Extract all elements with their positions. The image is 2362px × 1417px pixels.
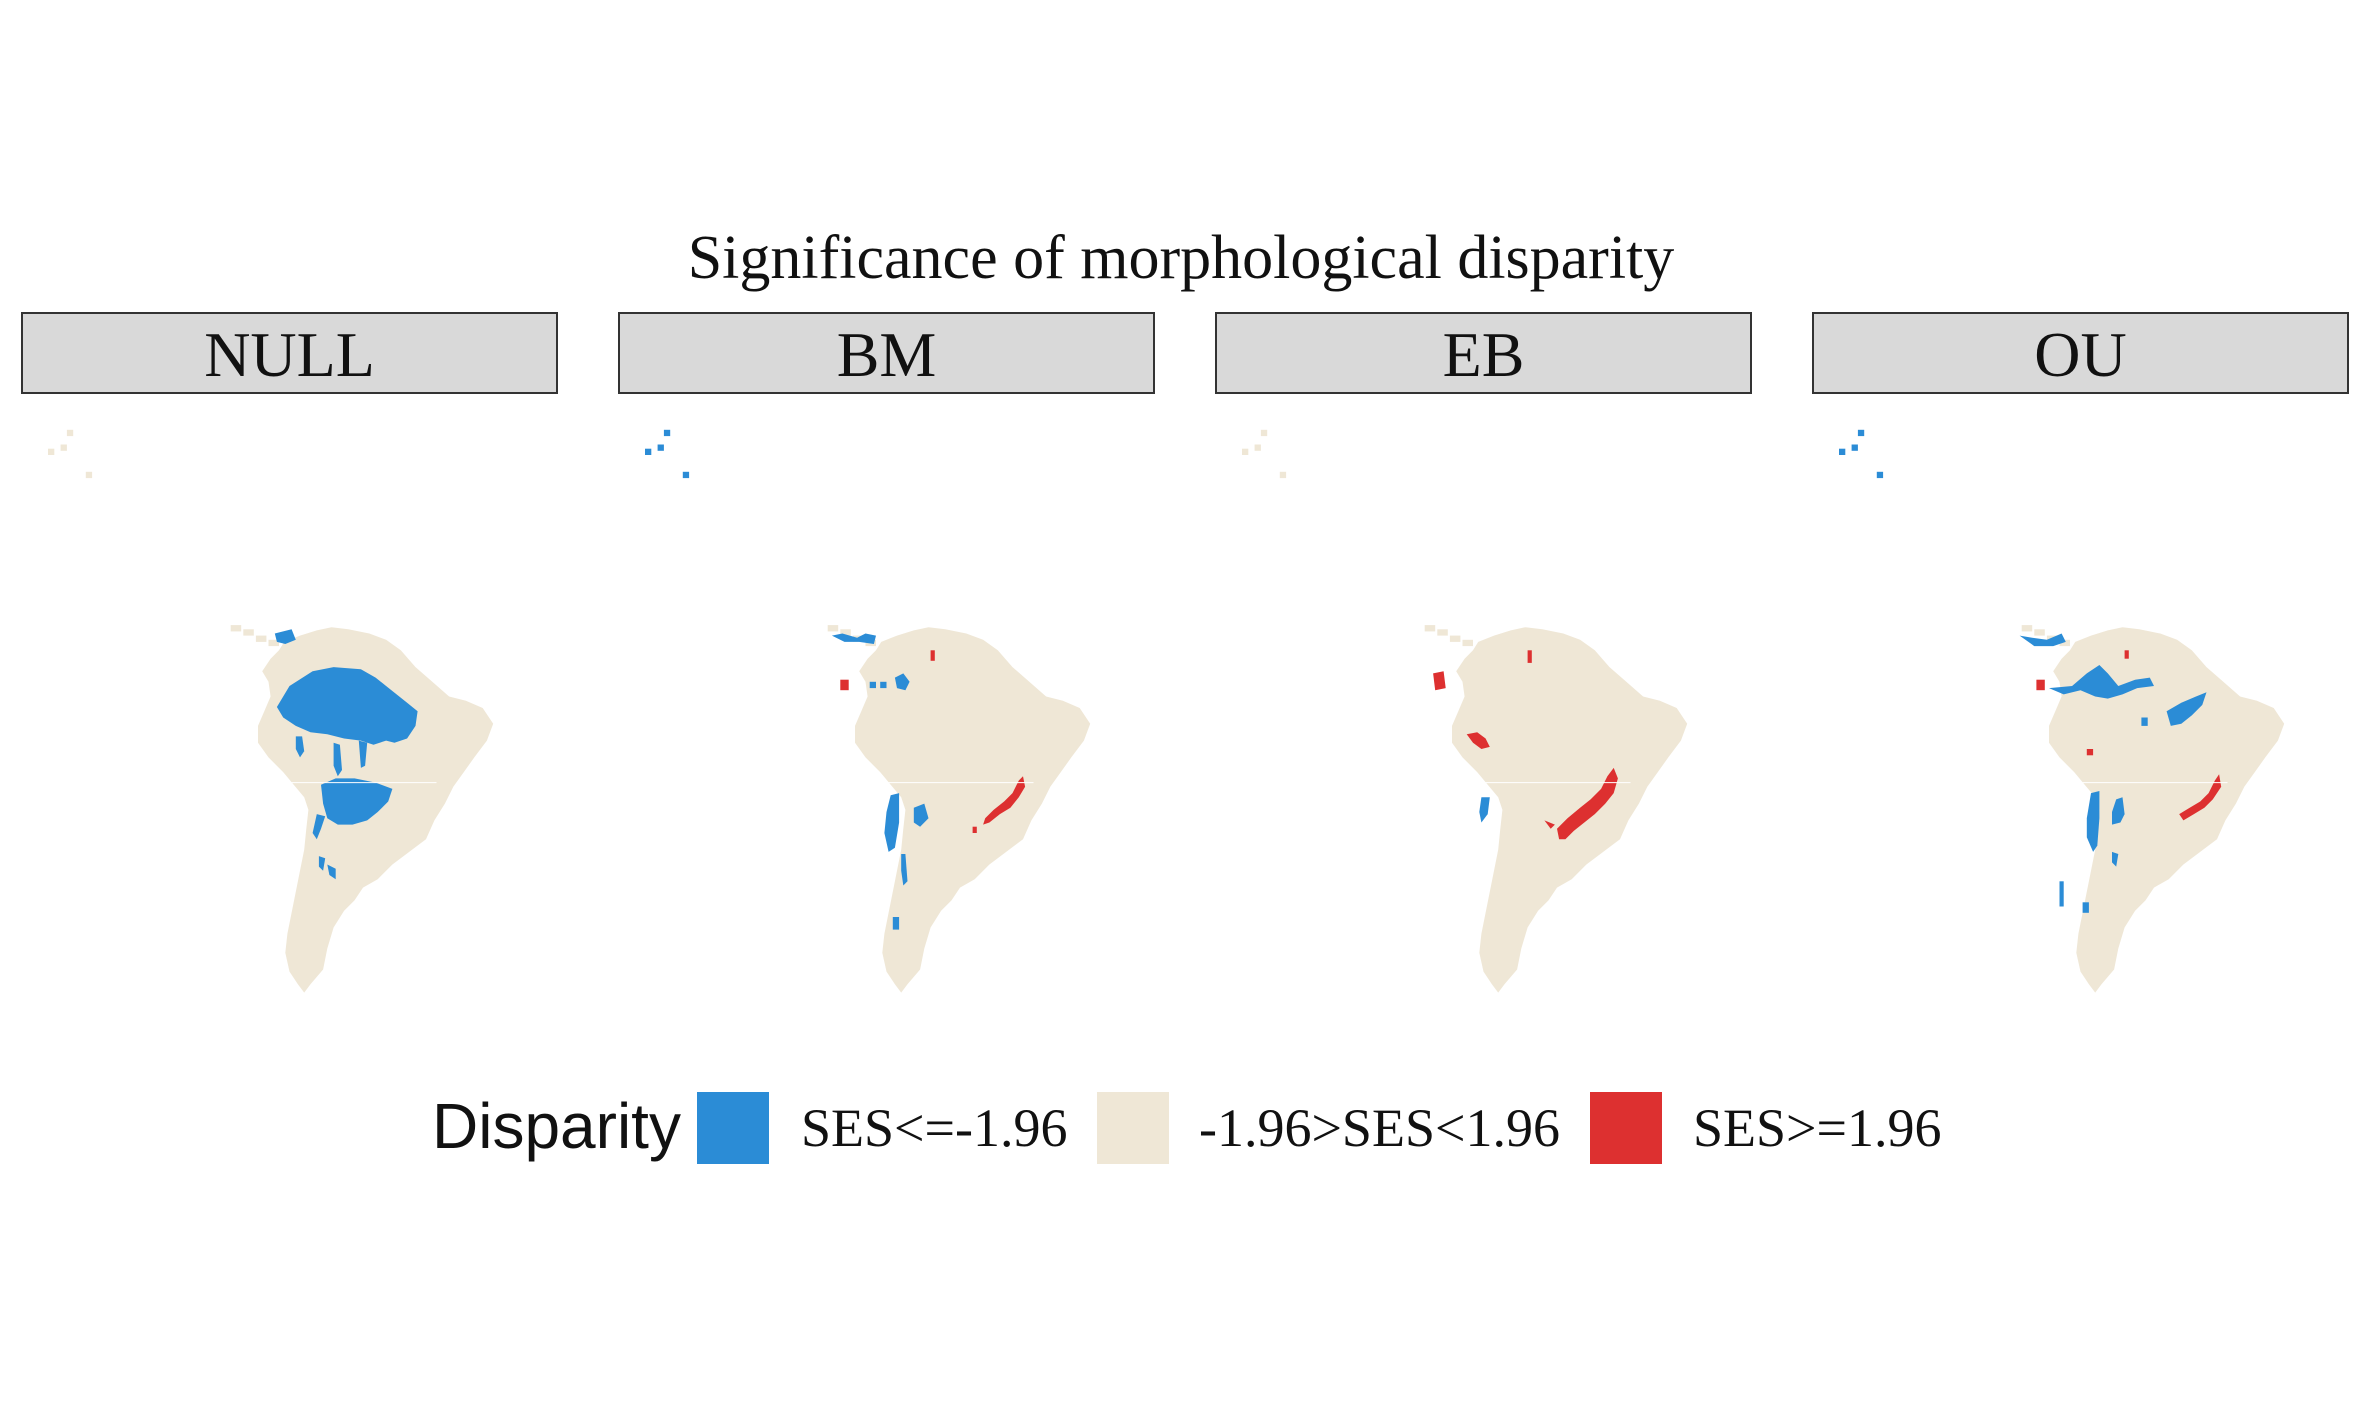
ses-low-region [894,673,910,691]
island-cell [657,444,664,451]
ses-low-region [901,854,908,886]
ses-low-region [2086,791,2100,852]
island-cell [663,429,671,437]
ses-low-region [321,778,393,825]
legend-key-high [1590,1092,1662,1164]
panel-ou: OU [1812,312,2349,993]
legend-label-high: SES>=1.96 [1693,1098,1942,1158]
central-america-cell [1437,629,1448,636]
island-cell [66,429,74,437]
ses-low-region [327,864,336,880]
continent-shape [855,627,1091,993]
legend-title: Disparity [432,1090,681,1162]
ses-low-region [358,740,368,768]
ses-low-region [1479,797,1490,823]
panel-strip-null: NULL [21,312,558,394]
ses-high-region [2124,650,2129,659]
central-america-cell [1424,625,1436,632]
island-cell [48,448,55,455]
ses-high-region [2036,679,2045,691]
continent-shape [2049,627,2285,993]
map-ou [1839,429,2285,993]
map-bm [645,429,1091,993]
panel-bm: BM [618,312,1155,993]
ses-high-region [1433,671,1446,691]
ses-low-region [2019,633,2066,647]
ses-low-region [333,742,342,777]
map-null [48,429,494,993]
ses-high-region [972,826,977,833]
central-america-cell [243,629,254,636]
central-america-cell [827,625,839,632]
island-cell [60,444,67,451]
ses-low-region [892,917,900,930]
central-america-cell [2021,625,2033,632]
ses-high-region [983,776,1026,825]
figure-title: Significance of morphological disparity [687,224,1675,292]
ses-low-region [2141,717,2148,726]
panel-strip-bm: BM [618,312,1155,394]
island-cell [645,448,652,455]
island-cell [1260,429,1268,437]
ses-low-region [2166,692,2207,726]
panel-eb: EB [1215,312,1752,993]
ses-low-region [274,629,296,644]
ses-high-region [1527,650,1532,663]
ses-high-region [930,650,935,661]
map-eb [1242,429,1688,993]
ses-high-region [2086,749,2094,756]
central-america-cell [2034,629,2045,636]
central-america-cell [1462,639,1473,647]
ses-high-region [1557,767,1618,840]
ses-high-region [2179,774,2222,821]
ses-low-region [276,667,418,745]
ses-low-region [913,803,929,827]
ses-high-region [840,679,849,691]
island-cell [682,471,690,479]
central-america-cell [1449,635,1461,642]
ses-low-region [2112,797,2125,825]
island-cell [1254,444,1261,451]
island-cell [1851,444,1858,451]
ses-low-region [318,856,326,871]
panel-strip-eb: EB [1215,312,1752,394]
island-cell [85,471,93,479]
panel-strip-ou: OU [1812,312,2349,394]
legend-label-mid: -1.96>SES<1.96 [1199,1098,1560,1158]
ses-low-region [880,681,887,689]
legend-key-mid [1097,1092,1169,1164]
ses-low-region [884,793,900,852]
legend-label-low: SES<=-1.96 [801,1098,1068,1158]
ses-low-region [831,633,876,644]
ses-low-region [869,681,876,689]
central-america-cell [268,639,279,647]
island-cell [1839,448,1846,455]
ses-low-region [2112,851,2119,867]
panel-null: NULL [21,312,558,993]
ses-high-region [1466,732,1490,749]
ses-low-region [2049,665,2154,699]
central-america-cell [840,629,851,636]
ses-low-region [295,736,305,758]
ses-high-region [1544,820,1555,829]
central-america-cell [2059,639,2070,647]
continent-shape [1452,627,1688,993]
ses-low-region [2082,902,2089,913]
central-america-cell [255,635,267,642]
ses-low-region [312,814,326,840]
island-cell [1279,471,1287,479]
island-cell [1242,448,1249,455]
central-america-cell [230,625,242,632]
ses-low-region [2059,881,2064,907]
island-cell [1857,429,1865,437]
island-cell [1876,471,1884,479]
legend: Disparity SES<=-1.96 -1.96>SES<1.96 SES>… [0,1086,2362,1166]
legend-key-low [697,1092,769,1164]
